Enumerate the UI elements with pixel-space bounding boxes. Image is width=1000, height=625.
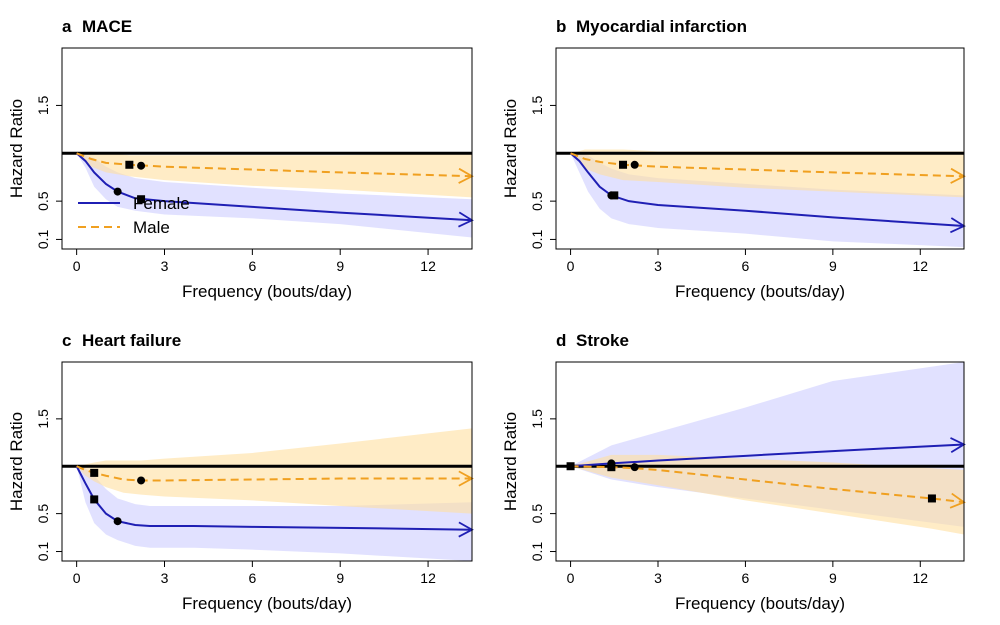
x-tick-label: 3 — [654, 258, 662, 274]
y-tick-label: 0.5 — [529, 191, 545, 211]
marker-male-square — [619, 160, 628, 169]
series-line-male — [570, 152, 964, 178]
panel-a: 0 3 6 9 12 0.1 0.5 1.5 Frequency (bouts/day) Haza… — [7, 17, 474, 301]
ci-band-male — [570, 149, 964, 198]
series-line-female — [569, 152, 964, 228]
y-tick-label: 1.5 — [529, 409, 545, 429]
x-tick-label: 0 — [567, 258, 575, 274]
series-line-female — [75, 465, 472, 531]
panel-letter: a — [62, 17, 72, 36]
y-tick-label: 1.5 — [35, 95, 51, 115]
x-tick-label: 0 — [567, 570, 575, 586]
x-tick-label: 6 — [742, 258, 750, 274]
series-line-male — [76, 465, 472, 482]
marker-female-circle — [113, 517, 122, 526]
panel-title: MACE — [82, 17, 132, 36]
panel-letter: b — [556, 17, 566, 36]
series-line-female — [570, 443, 964, 468]
ci-band-female — [76, 466, 472, 561]
y-tick-label: 0.5 — [35, 191, 51, 211]
x-tick-label: 3 — [161, 258, 169, 274]
y-tick-label: 1.5 — [35, 409, 51, 429]
y-tick-label: 0.1 — [529, 229, 545, 249]
plot-area-d — [556, 362, 964, 535]
plot-area-a — [62, 151, 472, 238]
marker-male-square — [90, 468, 99, 477]
marker-female-square — [137, 195, 146, 204]
x-tick-label: 0 — [73, 258, 81, 274]
ci-band-male — [76, 151, 472, 198]
x-tick-label: 12 — [912, 570, 928, 586]
marker-female-square — [610, 191, 619, 200]
marker-female-square — [566, 462, 575, 471]
legend: Female Male — [78, 194, 190, 237]
marker-male-square — [927, 494, 936, 503]
x-axis-label: Frequency (bouts/day) — [182, 594, 352, 613]
x-tick-label: 9 — [829, 570, 837, 586]
plot-frame — [61, 361, 473, 562]
plot-frame — [61, 47, 473, 250]
x-tick-label: 9 — [829, 258, 837, 274]
marker-female-circle — [113, 187, 122, 196]
panel-title: Stroke — [576, 331, 629, 350]
y-axis-label: Hazard Ratio — [501, 99, 520, 198]
ci-band-female — [76, 153, 472, 238]
marker-female-square — [90, 495, 99, 504]
marker-male-circle — [137, 476, 146, 485]
marker-male-square — [125, 160, 134, 169]
panel-b: 0 3 6 9 12 0.1 0.5 1.5 Frequency (bouts/day) Haza… — [501, 17, 966, 301]
x-axis-label: Frequency (bouts/day) — [675, 594, 845, 613]
ci-band-female — [570, 153, 964, 248]
x-tick-label: 12 — [420, 258, 436, 274]
y-axis-label: Hazard Ratio — [501, 412, 520, 511]
y-tick-label: 0.5 — [529, 504, 545, 524]
x-tick-label: 12 — [420, 570, 436, 586]
x-tick-label: 3 — [161, 570, 169, 586]
marker-male-circle — [137, 161, 146, 170]
x-tick-label: 9 — [336, 258, 344, 274]
y-tick-label: 1.5 — [529, 95, 545, 115]
series-line-male — [76, 152, 472, 178]
panel-title: Myocardial infarction — [576, 17, 747, 36]
plot-frame — [555, 47, 965, 250]
marker-male-square — [607, 463, 616, 472]
x-tick-label: 9 — [336, 570, 344, 586]
x-tick-label: 0 — [73, 570, 81, 586]
plot-area-b — [556, 149, 964, 248]
panel-letter: c — [62, 331, 71, 350]
y-tick-label: 0.1 — [529, 542, 545, 562]
y-axis-label: Hazard Ratio — [7, 99, 26, 198]
x-tick-label: 6 — [248, 258, 256, 274]
x-axis-label: Frequency (bouts/day) — [182, 282, 352, 301]
legend-label-female: Female — [133, 194, 190, 213]
y-axis-label: Hazard Ratio — [7, 412, 26, 511]
series-line-female — [75, 152, 472, 222]
ci-band-male — [76, 428, 472, 514]
x-tick-label: 6 — [742, 570, 750, 586]
y-tick-label: 0.1 — [35, 542, 51, 562]
panel-c: 0 3 6 9 12 0.1 0.5 1.5 Frequency (bouts/day) Haza… — [7, 331, 474, 613]
marker-male-circle — [630, 463, 639, 472]
plot-frame — [555, 361, 965, 562]
panel-letter: d — [556, 331, 566, 350]
legend-label-male: Male — [133, 218, 170, 237]
y-tick-label: 0.1 — [35, 229, 51, 249]
x-tick-label: 12 — [912, 258, 928, 274]
panel-d: 0 3 6 9 12 0.1 0.5 1.5 Frequency (bouts/day) Haza… — [501, 331, 966, 613]
y-tick-label: 0.5 — [35, 504, 51, 524]
x-tick-label: 6 — [248, 570, 256, 586]
marker-male-circle — [630, 160, 639, 169]
panel-title: Heart failure — [82, 331, 181, 350]
x-tick-label: 3 — [654, 570, 662, 586]
plot-area-c — [62, 428, 472, 561]
x-axis-label: Frequency (bouts/day) — [675, 282, 845, 301]
ci-band-male — [570, 454, 964, 535]
